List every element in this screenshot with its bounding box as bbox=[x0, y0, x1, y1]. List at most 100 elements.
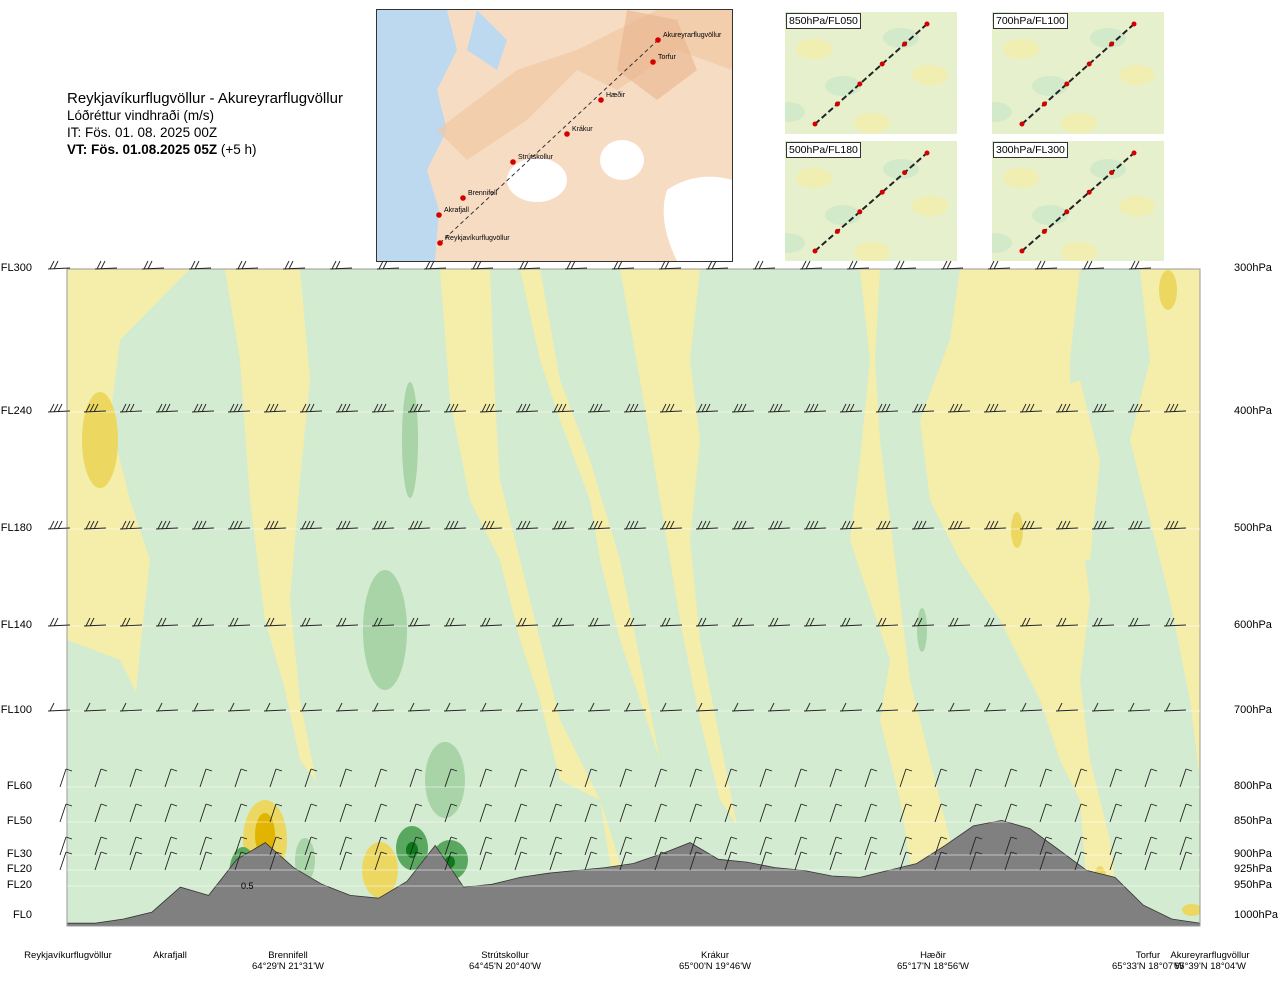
wind-barb bbox=[549, 803, 563, 823]
wind-barb bbox=[141, 260, 165, 270]
wind-barb bbox=[443, 617, 467, 627]
vertical-wind-field bbox=[67, 269, 1200, 926]
wind-barb bbox=[864, 803, 878, 823]
wind-barb bbox=[623, 403, 647, 413]
wind-barb bbox=[1055, 520, 1079, 530]
wind-barb bbox=[659, 617, 683, 627]
wind-barbs bbox=[47, 260, 1193, 871]
wind-barb bbox=[1179, 851, 1193, 871]
wind-barb bbox=[1109, 803, 1123, 823]
wind-barb bbox=[409, 836, 423, 856]
wind-barb bbox=[234, 803, 248, 823]
wind-barb bbox=[658, 260, 682, 270]
wind-barb bbox=[299, 403, 323, 413]
wind-barb bbox=[94, 851, 108, 871]
wind-barb bbox=[911, 617, 935, 627]
wind-barb bbox=[164, 803, 178, 823]
wind-barb bbox=[1039, 803, 1053, 823]
wind-barb bbox=[515, 403, 539, 413]
panel-700hpa-label: 700hPa/FL100 bbox=[993, 13, 1068, 29]
wind-barb bbox=[759, 768, 773, 788]
wind-barb bbox=[479, 803, 493, 823]
wind-barb bbox=[1127, 403, 1151, 413]
wind-barb bbox=[1179, 803, 1193, 823]
wind-barb bbox=[899, 768, 913, 788]
wind-barb bbox=[409, 768, 423, 788]
wind-barb bbox=[371, 520, 395, 530]
wind-barb bbox=[299, 702, 323, 712]
wind-barb bbox=[339, 851, 353, 871]
wind-barb bbox=[829, 851, 843, 871]
chart-subtitle: Lóðréttur vindhraði (m/s) bbox=[67, 108, 215, 123]
wind-barb bbox=[724, 836, 738, 856]
wind-barb bbox=[479, 617, 503, 627]
wind-barb bbox=[514, 768, 528, 788]
flight-level-label: FL20 bbox=[6, 879, 32, 891]
wind-barb bbox=[443, 520, 467, 530]
flight-level-label: FL0 bbox=[13, 909, 32, 921]
wind-barb bbox=[705, 260, 729, 270]
wind-barb bbox=[724, 768, 738, 788]
wind-barb bbox=[371, 617, 395, 627]
wind-barb bbox=[164, 768, 178, 788]
wind-barb bbox=[1127, 617, 1151, 627]
wind-barb bbox=[263, 520, 287, 530]
svg-text:Krákur: Krákur bbox=[572, 126, 593, 133]
waypoint-label: Brennifell 64°29'N 21°31'W bbox=[228, 950, 348, 972]
contour-label: 0.5 bbox=[241, 881, 254, 891]
wind-barb bbox=[983, 520, 1007, 530]
wind-barb bbox=[799, 260, 823, 270]
wind-barb bbox=[304, 768, 318, 788]
wind-barb bbox=[1179, 768, 1193, 788]
waypoint-coord: 65°00'N 19°46'W bbox=[679, 961, 751, 972]
wind-barb bbox=[1144, 851, 1158, 871]
wind-barb bbox=[94, 768, 108, 788]
wind-barb bbox=[1163, 617, 1187, 627]
wind-barb bbox=[1081, 260, 1105, 270]
wind-barb bbox=[1179, 836, 1193, 856]
wind-barb bbox=[443, 702, 467, 712]
wind-barb bbox=[689, 836, 703, 856]
wind-barb bbox=[731, 403, 755, 413]
wind-barb bbox=[947, 617, 971, 627]
wind-barb bbox=[304, 851, 318, 871]
wind-barb bbox=[969, 803, 983, 823]
wind-barb bbox=[549, 836, 563, 856]
wind-barb bbox=[59, 851, 73, 871]
chart-title: Reykjavíkurflugvöllur - Akureyrarflugvöl… bbox=[67, 90, 343, 107]
waypoint-coord: 65°39'N 18°04'W bbox=[1174, 961, 1246, 972]
wind-barb bbox=[1055, 617, 1079, 627]
wind-barb bbox=[983, 403, 1007, 413]
wind-barb bbox=[731, 617, 755, 627]
map-waypoint: Torfur bbox=[650, 54, 677, 65]
wind-barb bbox=[1109, 836, 1123, 856]
waypoint-name: Krákur bbox=[701, 950, 729, 961]
wind-barb bbox=[119, 617, 143, 627]
waypoint-name: Strútskollur bbox=[481, 950, 529, 961]
wind-barb bbox=[983, 617, 1007, 627]
map-waypoint: Akureyrarflugvöllur bbox=[655, 32, 722, 43]
waypoint-label: Krákur 65°00'N 19°46'W bbox=[655, 950, 775, 972]
wind-barb bbox=[234, 768, 248, 788]
wind-barb bbox=[987, 260, 1011, 270]
svg-text:Reykjavíkurflugvöllur: Reykjavíkurflugvöllur bbox=[445, 235, 510, 242]
svg-text:Akureyrarflugvöllur: Akureyrarflugvöllur bbox=[663, 32, 722, 39]
wind-barb bbox=[899, 803, 913, 823]
wind-barb bbox=[339, 768, 353, 788]
wind-barb bbox=[304, 803, 318, 823]
wind-barb bbox=[1128, 260, 1152, 270]
wind-barb bbox=[299, 520, 323, 530]
wind-barb bbox=[659, 403, 683, 413]
wind-barb bbox=[155, 617, 179, 627]
wind-barb bbox=[654, 851, 668, 871]
wind-barb bbox=[1127, 520, 1151, 530]
wind-barb bbox=[1163, 702, 1187, 712]
wind-barb bbox=[829, 803, 843, 823]
wind-barb bbox=[376, 260, 400, 270]
panel-850hpa-map bbox=[785, 12, 957, 134]
wind-barb bbox=[227, 702, 251, 712]
wind-barb bbox=[875, 617, 899, 627]
pressure-level-label: 400hPa bbox=[1234, 405, 1272, 417]
map-waypoint: Hæðir bbox=[598, 91, 626, 103]
wind-barb bbox=[911, 520, 935, 530]
